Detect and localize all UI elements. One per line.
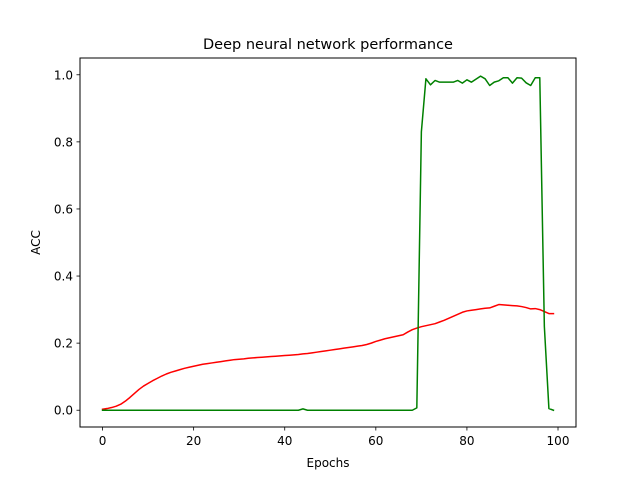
- y-tick-label: 0.0: [54, 404, 73, 418]
- series-group: [101, 75, 555, 412]
- series-line-1: [101, 303, 555, 411]
- x-tick-label: 80: [459, 434, 474, 448]
- x-axis: 0 20 40 60 80 100: [99, 427, 570, 448]
- x-tick-label: 60: [368, 434, 383, 448]
- x-tick-label: 40: [277, 434, 292, 448]
- x-tick-label: 0: [99, 434, 107, 448]
- y-tick-label: 0.6: [54, 202, 73, 216]
- y-tick-label: 0.4: [54, 270, 73, 284]
- y-axis-label: ACC: [29, 230, 43, 255]
- y-axis: 0.0 0.2 0.4 0.6 0.8 1.0: [54, 68, 80, 418]
- x-axis-label: Epochs: [307, 456, 350, 470]
- plot-frame: [79, 57, 577, 428]
- x-tick-label: 20: [186, 434, 201, 448]
- chart-title: Deep neural network performance: [203, 37, 453, 53]
- y-tick-label: 0.2: [54, 337, 73, 351]
- y-tick-label: 1.0: [54, 68, 73, 82]
- series-line-2: [101, 75, 555, 412]
- x-tick-label: 100: [547, 434, 570, 448]
- y-tick-label: 0.8: [54, 135, 73, 149]
